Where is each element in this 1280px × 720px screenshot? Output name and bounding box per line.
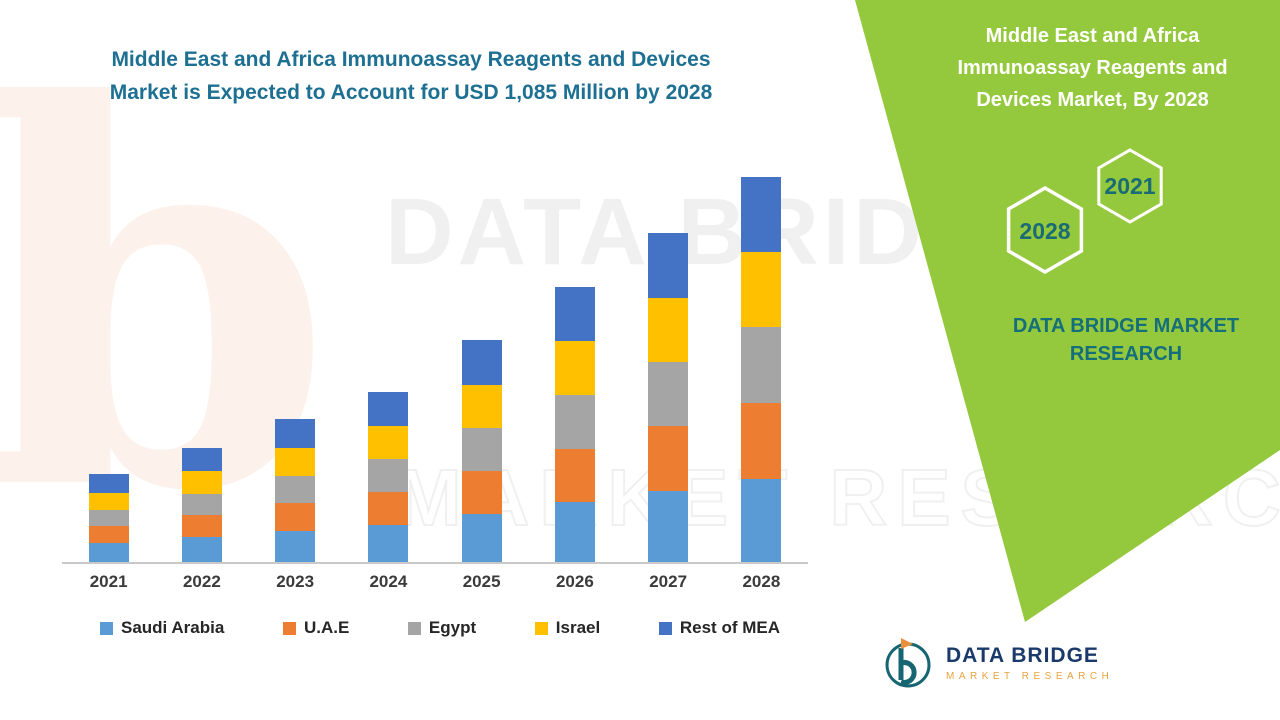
bar-segment: [181, 537, 222, 562]
legend-label: Saudi Arabia: [121, 618, 225, 637]
bar-segment: [88, 474, 129, 493]
side-brand-text: DATA BRIDGE MARKET RESEARCH: [1012, 315, 1240, 365]
bar-segment: [741, 177, 782, 253]
data-bridge-logo-icon: [885, 638, 931, 688]
bar-2025: [461, 340, 502, 562]
hexagon-year-2021: 2021: [1104, 173, 1155, 199]
bar-segment: [275, 476, 316, 504]
legend-label: Egypt: [428, 618, 477, 637]
bar-segment: [461, 384, 502, 429]
bar-segment: [461, 514, 502, 562]
legend-swatch: [658, 621, 672, 635]
legend-item: Rest of MEA: [658, 618, 780, 638]
bar-segment: [554, 286, 595, 342]
chart-legend: Saudi Arabia U.A.E Egypt Israel Rest of MEA: [100, 618, 780, 638]
legend-item: Egypt: [407, 618, 477, 638]
x-axis-label: 2021: [89, 572, 128, 591]
bar-segment: [648, 426, 689, 492]
bar-segment: [741, 478, 782, 562]
x-axis-label: 2027: [649, 572, 688, 591]
bar-segment: [741, 327, 782, 403]
bar-2021: [88, 474, 129, 562]
bar-segment: [368, 524, 409, 562]
bar-segment: [461, 340, 502, 385]
bar-segment: [181, 470, 222, 494]
bar-segment: [368, 491, 409, 525]
bar-segment: [181, 447, 222, 471]
plot-area: [62, 172, 808, 564]
footer-logo-text: DATA BRIDGE MARKET RESEARCH: [946, 644, 1113, 682]
x-axis-label: 2022: [182, 572, 221, 591]
bar-segment: [648, 491, 689, 562]
bar-segment: [554, 502, 595, 562]
bar-segment: [648, 297, 689, 363]
footer-logo: DATA BRIDGE MARKET RESEARCH: [880, 634, 1113, 692]
bar-segment: [741, 252, 782, 328]
chart-title-line1: Middle East and Africa Immunoassay Reage…: [111, 48, 711, 71]
bar-segment: [275, 503, 316, 531]
x-axis-label: 2026: [555, 572, 594, 591]
legend-swatch: [100, 621, 113, 635]
legend-swatch: [534, 621, 548, 635]
legend-label: U.A.E: [303, 618, 350, 637]
bar-2022: [181, 447, 222, 562]
legend-label: Israel: [555, 618, 601, 637]
x-axis-labels: 2021 2022 2023 2024 2025 2026 2027 2028: [62, 572, 808, 598]
bar-segment: [461, 470, 502, 515]
bar-segment: [181, 515, 222, 538]
bar-segment: [648, 362, 689, 427]
x-axis-label: 2024: [369, 572, 408, 591]
bar-2028: [741, 177, 782, 562]
bar-segment: [275, 447, 316, 477]
bar-segment: [741, 402, 782, 479]
bar-segment: [88, 525, 129, 543]
legend-swatch: [282, 621, 296, 635]
footer-logo-name: DATA BRIDGE: [946, 644, 1099, 667]
bar-segment: [648, 232, 689, 298]
bar-2026: [554, 286, 595, 562]
hexagon-2021-outline: [1097, 148, 1163, 224]
bar-segment: [368, 459, 409, 492]
legend-item: Israel: [534, 618, 601, 638]
hexagon-year-2028: 2028: [1019, 218, 1070, 244]
bar-segment: [554, 448, 595, 503]
legend-swatch: [407, 621, 421, 635]
hexagon-badges: 2021 2028: [1006, 148, 1163, 275]
bar-segment: [88, 542, 129, 562]
legend-item: Saudi Arabia: [100, 618, 224, 638]
bar-2027: [648, 232, 689, 562]
bar-2024: [368, 391, 409, 562]
bar-segment: [88, 510, 129, 526]
bar-segment: [368, 425, 409, 460]
footer-logo-subtitle: MARKET RESEARCH: [946, 671, 1114, 682]
x-axis-label: 2028: [742, 572, 781, 591]
bar-segment: [461, 428, 502, 471]
bar-segment: [554, 341, 595, 396]
chart-title: Middle East and Africa Immunoassay Reage…: [55, 44, 767, 109]
legend-label: Rest of MEA: [679, 618, 780, 637]
x-axis-label: 2023: [276, 572, 315, 591]
side-panel-title: Middle East and Africa Immunoassay Reage…: [957, 25, 1228, 111]
bar-segment: [88, 492, 129, 511]
bar-2023: [275, 418, 316, 562]
bar-segment: [181, 493, 222, 516]
bar-segment: [554, 395, 595, 449]
bar-segment: [275, 530, 316, 562]
x-axis-label: 2025: [462, 572, 501, 591]
hexagon-2028-outline: [1006, 185, 1084, 275]
chart-title-line2: Market is Expected to Account for USD 1,…: [109, 80, 713, 104]
bar-segment: [275, 418, 316, 448]
bar-segment: [368, 391, 409, 426]
legend-item: U.A.E: [282, 618, 350, 638]
